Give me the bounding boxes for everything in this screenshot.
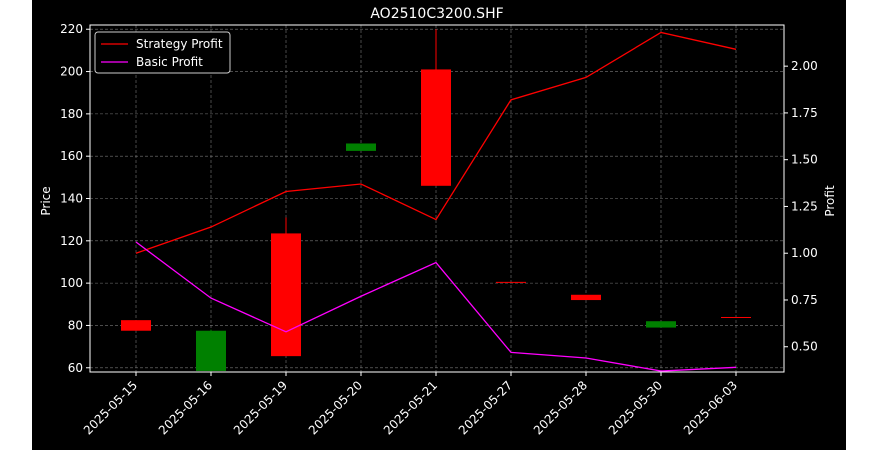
legend-label-basic-profit: Basic Profit	[136, 55, 203, 69]
left-tick-label: 100	[60, 276, 83, 290]
left-tick-label: 220	[60, 22, 83, 36]
right-tick-label: 1.75	[791, 106, 818, 120]
candle-body	[496, 282, 526, 283]
legend-label-strategy-profit: Strategy Profit	[136, 37, 223, 51]
candle-body	[721, 317, 751, 318]
left-tick-label: 80	[68, 318, 83, 332]
legend: Strategy Profit Basic Profit	[95, 32, 230, 73]
left-tick-label: 120	[60, 234, 83, 248]
candle-body	[646, 321, 676, 327]
candle-body	[121, 320, 151, 331]
candle-body	[196, 331, 226, 371]
right-tick-label: 1.00	[791, 246, 818, 260]
left-tick-label: 180	[60, 107, 83, 121]
left-tick-label: 200	[60, 65, 83, 79]
candle-body	[421, 69, 451, 185]
right-tick-label: 1.50	[791, 153, 818, 167]
left-axis-title: Price	[39, 186, 53, 215]
right-tick-label: 1.25	[791, 199, 818, 213]
right-tick-label: 0.75	[791, 293, 818, 307]
right-axis-title: Profit	[823, 185, 837, 217]
right-tick-label: 2.00	[791, 59, 818, 73]
right-tick-label: 0.50	[791, 340, 818, 354]
candle-body	[346, 143, 376, 150]
candle-body	[571, 295, 601, 300]
left-tick-label: 60	[68, 361, 83, 375]
left-tick-label: 140	[60, 192, 83, 206]
chart-title: AO2510C3200.SHF	[370, 6, 503, 22]
left-tick-label: 160	[60, 149, 83, 163]
candle-body	[271, 233, 301, 356]
